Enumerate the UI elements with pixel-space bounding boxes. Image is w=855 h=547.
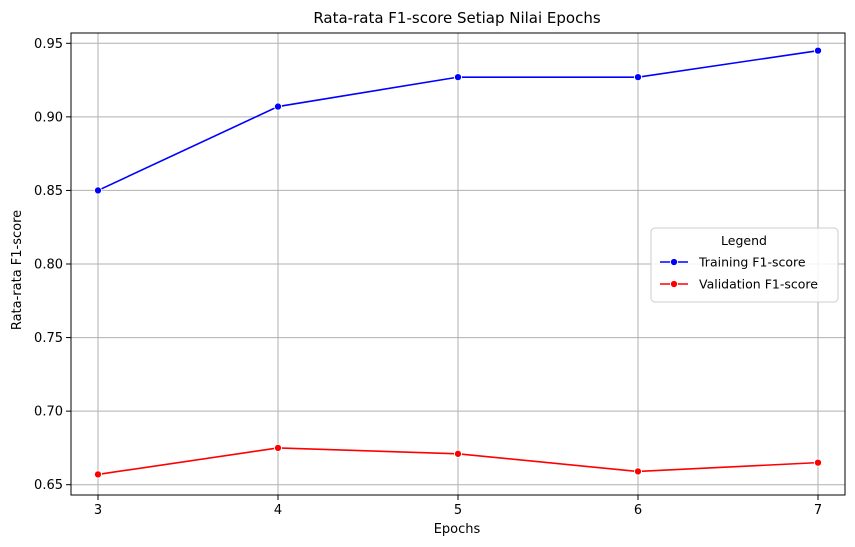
y-tick-label: 0.70 — [34, 405, 63, 420]
data-point — [813, 458, 823, 467]
data-point — [93, 186, 103, 195]
legend: Legend Training F1-score Validation F1-sc… — [650, 227, 839, 303]
legend-swatch-marker — [669, 279, 679, 289]
data-point — [93, 470, 103, 479]
grid — [71, 33, 845, 495]
data-point — [633, 73, 643, 82]
data-point — [453, 73, 463, 82]
x-axis-label: Epochs — [434, 522, 481, 537]
ticks: 3 4 5 6 7 0.65 0.70 0.75 0.80 0.85 0.90 0.95 — [34, 37, 822, 518]
data-point — [273, 443, 283, 452]
y-tick-label: 0.75 — [34, 331, 63, 346]
data-point — [633, 467, 643, 476]
x-tick-label: 3 — [94, 503, 102, 518]
series-training — [93, 46, 823, 195]
legend-label: Validation F1-score — [699, 277, 818, 292]
y-tick-label: 0.90 — [34, 110, 63, 125]
x-tick-label: 7 — [814, 503, 822, 518]
legend-box — [650, 227, 839, 303]
legend-swatch-marker — [669, 257, 679, 267]
y-tick-label: 0.65 — [34, 478, 63, 493]
y-tick-label: 0.95 — [34, 37, 63, 52]
data-point — [273, 102, 283, 111]
x-tick-label: 4 — [274, 503, 282, 518]
x-tick-label: 5 — [454, 503, 462, 518]
y-tick-label: 0.80 — [34, 258, 63, 273]
data-point — [453, 449, 463, 458]
legend-title: Legend — [721, 233, 767, 248]
y-axis-label: Rata-rata F1-score — [10, 210, 25, 330]
chart-title: Rata-rata F1-score Setiap Nilai Epochs — [313, 9, 601, 27]
y-tick-label: 0.85 — [34, 184, 63, 199]
series-layer — [93, 46, 823, 479]
x-tick-label: 6 — [634, 503, 642, 518]
legend-entries: Training F1-score Validation F1-score — [660, 255, 818, 292]
data-point — [813, 46, 823, 55]
legend-label: Training F1-score — [698, 255, 806, 270]
series-validation — [93, 443, 823, 479]
